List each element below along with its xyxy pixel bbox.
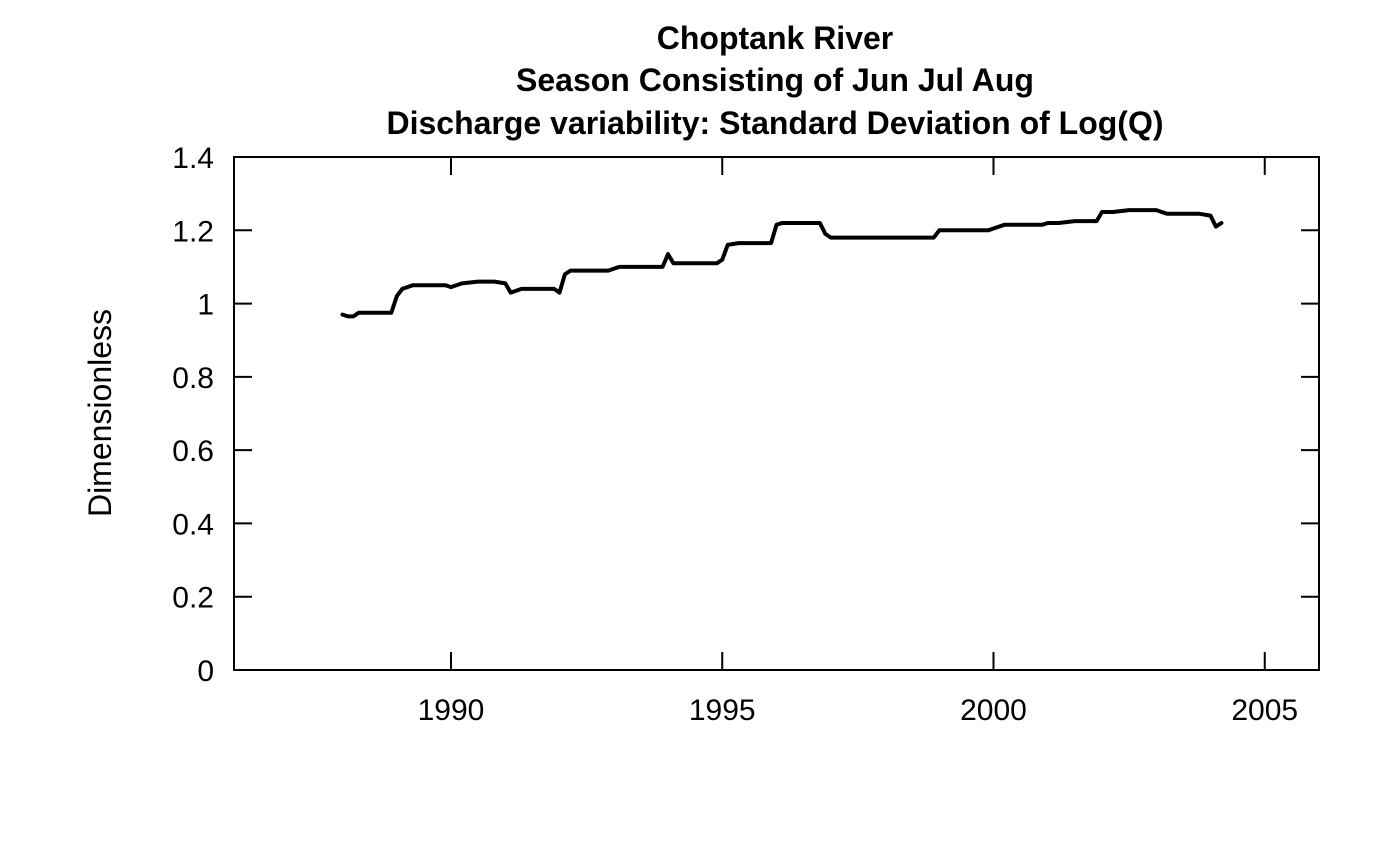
x-tick-label: 2005	[1231, 694, 1298, 727]
series-layer	[340, 208, 1224, 319]
y-tick-label: 1.4	[172, 142, 214, 175]
y-tick-label: 0	[197, 655, 214, 688]
y-axis: 0 0.2 0.4 0.6 0.8 1 1.2 1.4	[172, 142, 1319, 688]
y-tick-label: 0.2	[172, 582, 214, 615]
y-tick-label: 0.8	[172, 362, 214, 395]
x-tick-label: 2000	[960, 694, 1027, 727]
y-axis-label: Dimensionless	[82, 309, 118, 517]
chart-subtitle: Season Consisting of Jun Jul Aug	[516, 62, 1034, 98]
y-tick-label: 1.2	[172, 215, 214, 248]
y-tick-label: 1	[197, 289, 214, 322]
x-tick-label: 1990	[418, 694, 485, 727]
series-line	[340, 208, 1224, 319]
x-axis: 1990 1995 2000 2005	[418, 157, 1298, 727]
chart-title: Choptank River	[657, 20, 893, 56]
chart-subtitle-2: Discharge variability: Standard Deviatio…	[386, 105, 1163, 141]
y-tick-label: 0.4	[172, 508, 214, 541]
y-tick-label: 0.6	[172, 435, 214, 468]
x-tick-label: 1995	[689, 694, 756, 727]
plot-frame	[233, 156, 1320, 671]
